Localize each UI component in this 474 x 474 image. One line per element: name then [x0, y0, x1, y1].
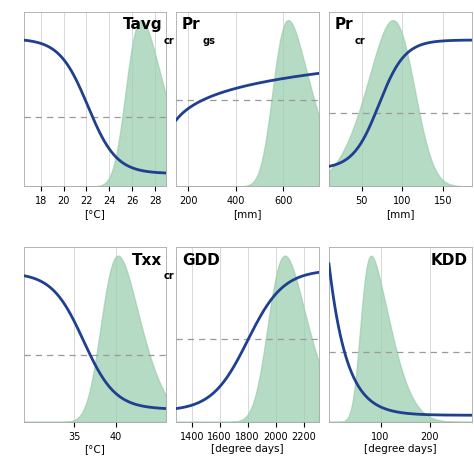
Text: Txx: Txx [132, 253, 162, 268]
Text: GDD: GDD [182, 253, 220, 268]
Text: cr: cr [355, 36, 365, 46]
Text: cr: cr [164, 36, 174, 46]
X-axis label: [mm]: [mm] [233, 209, 262, 219]
Text: KDD: KDD [430, 253, 467, 268]
Text: Tavg: Tavg [122, 17, 162, 32]
Text: cr: cr [164, 271, 174, 281]
X-axis label: [degree days]: [degree days] [364, 444, 437, 455]
X-axis label: [mm]: [mm] [386, 209, 415, 219]
X-axis label: [degree days]: [degree days] [211, 444, 284, 455]
Text: Pr: Pr [182, 17, 201, 32]
Text: Pr: Pr [335, 17, 353, 32]
Text: gs: gs [202, 36, 215, 46]
X-axis label: [°C]: [°C] [84, 209, 105, 219]
X-axis label: [°C]: [°C] [84, 444, 105, 455]
